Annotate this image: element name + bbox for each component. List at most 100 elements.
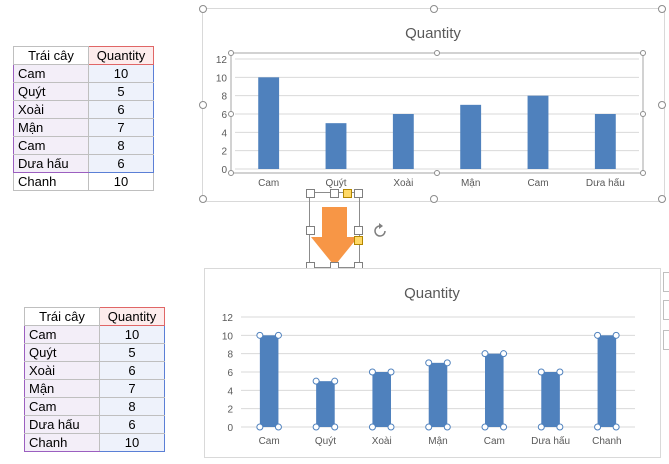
cell-qty[interactable]: 7 (99, 379, 165, 398)
cell-name[interactable]: Mận (24, 379, 100, 398)
resize-handle[interactable] (199, 5, 207, 13)
cell-name[interactable]: Dưa hấu (13, 154, 89, 173)
y-tick-label: 8 (221, 92, 227, 103)
cell-qty[interactable]: 6 (99, 415, 165, 434)
cell-qty[interactable]: 5 (88, 82, 154, 101)
cell-qty[interactable]: 8 (99, 397, 165, 416)
bar-selection-handle (368, 423, 376, 431)
cell-name[interactable]: Xoài (13, 100, 89, 119)
x-tick-label: Quýt (325, 178, 346, 189)
cell-name[interactable]: Quýt (13, 82, 89, 101)
y-tick-label: 12 (216, 55, 228, 66)
adjust-handle[interactable] (354, 236, 363, 245)
table-row: Dưa hấu 6 (24, 415, 165, 434)
cell-name[interactable]: Mận (13, 118, 89, 137)
resize-handle[interactable] (354, 226, 363, 235)
y-tick-label: 8 (227, 350, 233, 361)
bar[interactable] (541, 372, 560, 427)
resize-handle[interactable] (199, 101, 207, 109)
cell-name[interactable]: Dưa hấu (24, 415, 100, 434)
bar-selection-handle (331, 423, 339, 431)
bar-selection-handle (612, 331, 620, 339)
bar-selection-handle (500, 350, 508, 358)
chart-styles-button[interactable] (663, 300, 669, 320)
x-tick-label: Xoài (372, 436, 392, 447)
resize-handle[interactable] (306, 226, 315, 235)
bar (392, 114, 414, 169)
y-tick-label: 4 (227, 386, 233, 397)
cell-name[interactable]: Chanh (24, 433, 100, 452)
resize-handle[interactable] (430, 5, 438, 13)
cell-name[interactable]: Cam (13, 136, 89, 155)
cell-name[interactable]: Cam (13, 64, 89, 83)
cell-name[interactable]: Xoài (24, 361, 100, 380)
bottom-chart[interactable]: Quantity 0 2 4 6 8 10 12 Cam Quýt Xoài Mận Cam Dưa hấ… (204, 268, 661, 458)
down-arrow-icon (311, 207, 358, 266)
chart-filters-button[interactable] (663, 330, 669, 350)
bar (594, 114, 616, 169)
resize-handle[interactable] (330, 189, 339, 198)
header-quantity[interactable]: Quantity (88, 46, 154, 65)
chart-elements-button[interactable] (663, 272, 669, 292)
bar-selection-handle (256, 423, 264, 431)
bar[interactable] (316, 381, 335, 427)
chart-title: Quantity (404, 285, 460, 302)
arrow-shape-selection[interactable] (306, 189, 386, 271)
cell-qty[interactable]: 10 (99, 433, 165, 452)
y-tick-label: 10 (216, 73, 228, 84)
bar[interactable] (259, 335, 279, 427)
table-row: Mận 7 (13, 118, 154, 137)
bar (460, 104, 482, 169)
cell-qty[interactable]: 6 (88, 100, 154, 119)
resize-handle[interactable] (658, 195, 666, 203)
bar-selection-handle (481, 423, 489, 431)
cell-qty[interactable]: 10 (88, 172, 154, 191)
table-row: Quýt 5 (24, 343, 165, 362)
x-tick-label: Cam (484, 436, 505, 447)
y-tick-label: 4 (221, 128, 227, 139)
cell-qty[interactable]: 6 (88, 154, 154, 173)
header-trai-cay[interactable]: Trái cây (24, 307, 100, 326)
top-data-table: Trái cây Quantity Cam 10 Quýt 5 Xoài 6 M… (13, 46, 154, 191)
table-row: Chanh 10 (13, 172, 154, 191)
bar-selection-handle (556, 368, 564, 376)
bar[interactable] (597, 335, 617, 427)
cell-name[interactable]: Quýt (24, 343, 100, 362)
bar[interactable] (484, 353, 504, 427)
adjust-handle[interactable] (343, 189, 352, 198)
plot-area-handle (228, 111, 234, 117)
cell-qty[interactable]: 5 (99, 343, 165, 362)
cell-name[interactable]: Cam (24, 325, 100, 344)
cell-qty[interactable]: 6 (99, 361, 165, 380)
cell-qty[interactable]: 7 (88, 118, 154, 137)
header-quantity[interactable]: Quantity (99, 307, 165, 326)
top-chart[interactable]: Quantity 0 2 4 6 8 10 12 Cam Quýt Xoài Mận Cam Dưa hấ… (199, 5, 666, 203)
cell-qty[interactable]: 8 (88, 136, 154, 155)
plot-area-handle (228, 170, 234, 176)
bar[interactable] (428, 362, 448, 427)
bar-selection-handle (312, 377, 320, 385)
resize-handle[interactable] (658, 5, 666, 13)
plot-area-handle (640, 170, 646, 176)
resize-handle[interactable] (430, 195, 438, 203)
cell-qty[interactable]: 10 (99, 325, 165, 344)
cell-qty[interactable]: 10 (88, 64, 154, 83)
x-tick-label: Cam (527, 178, 548, 189)
bar[interactable] (372, 372, 392, 427)
resize-handle[interactable] (199, 195, 207, 203)
x-tick-label: Mận (428, 436, 447, 447)
bar-selection-handle (425, 423, 433, 431)
x-tick-label: Cam (258, 178, 279, 189)
x-tick-label: Dưa hấu (531, 435, 570, 447)
y-tick-label: 10 (222, 331, 234, 342)
rotate-handle-icon[interactable] (370, 221, 390, 241)
plot-area-handle (434, 50, 440, 56)
cell-name[interactable]: Chanh (13, 172, 89, 191)
resize-handle[interactable] (354, 189, 363, 198)
x-tick-label: Cam (259, 436, 280, 447)
resize-handle[interactable] (658, 101, 666, 109)
header-trai-cay[interactable]: Trái cây (13, 46, 89, 65)
resize-handle[interactable] (306, 189, 315, 198)
bar-selection-handle (312, 423, 320, 431)
cell-name[interactable]: Cam (24, 397, 100, 416)
